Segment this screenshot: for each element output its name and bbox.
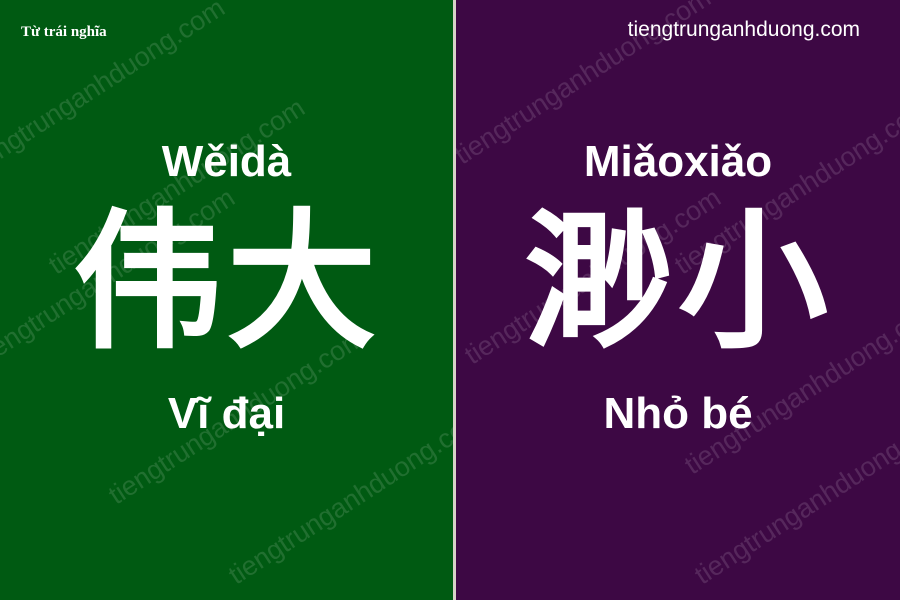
left-pinyin: Wěidà [161,137,292,186]
website-label: tiengtrunganhduong.com [627,18,860,41]
right-meaning: Nhỏ bé [603,389,753,438]
header-label: Từ trái nghĩa [21,24,107,40]
right-panel: tiengtrunganhduong.com tiengtrunganhduon… [456,0,900,600]
right-pinyin: Miǎoxiǎo [583,137,773,186]
right-hanzi: 渺小 [523,196,832,370]
left-hanzi: 伟大 [72,196,381,370]
panel-divider [453,0,456,600]
left-panel: tiengtrunganhduong.com tiengtrunganhduon… [0,0,453,600]
left-meaning: Vĩ đại [167,389,286,438]
